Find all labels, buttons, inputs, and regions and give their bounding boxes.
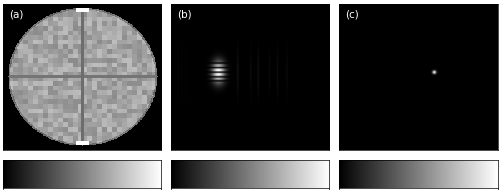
Text: (b): (b) (177, 10, 192, 20)
Text: (c): (c) (345, 10, 359, 20)
Text: (a): (a) (9, 10, 23, 20)
